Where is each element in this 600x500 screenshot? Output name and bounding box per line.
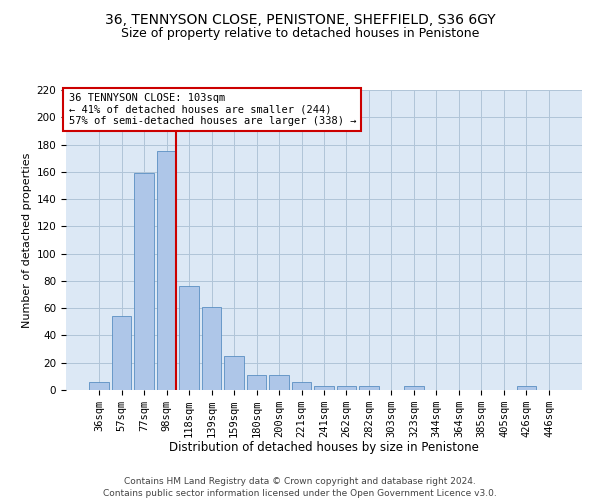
Bar [269, 375, 289, 390]
Bar [359, 386, 379, 390]
Bar [314, 386, 334, 390]
X-axis label: Distribution of detached houses by size in Penistone: Distribution of detached houses by size … [169, 442, 479, 454]
Bar [517, 386, 536, 390]
Bar [292, 382, 311, 390]
Bar [202, 307, 221, 390]
Text: Contains public sector information licensed under the Open Government Licence v3: Contains public sector information licen… [103, 489, 497, 498]
Text: 36 TENNYSON CLOSE: 103sqm
← 41% of detached houses are smaller (244)
57% of semi: 36 TENNYSON CLOSE: 103sqm ← 41% of detac… [68, 93, 356, 126]
Text: 36, TENNYSON CLOSE, PENISTONE, SHEFFIELD, S36 6GY: 36, TENNYSON CLOSE, PENISTONE, SHEFFIELD… [104, 12, 496, 26]
Text: Contains HM Land Registry data © Crown copyright and database right 2024.: Contains HM Land Registry data © Crown c… [124, 478, 476, 486]
Bar [337, 386, 356, 390]
Bar [89, 382, 109, 390]
Y-axis label: Number of detached properties: Number of detached properties [22, 152, 32, 328]
Bar [157, 152, 176, 390]
Bar [224, 356, 244, 390]
Bar [112, 316, 131, 390]
Text: Size of property relative to detached houses in Penistone: Size of property relative to detached ho… [121, 28, 479, 40]
Bar [179, 286, 199, 390]
Bar [404, 386, 424, 390]
Bar [247, 375, 266, 390]
Bar [134, 173, 154, 390]
